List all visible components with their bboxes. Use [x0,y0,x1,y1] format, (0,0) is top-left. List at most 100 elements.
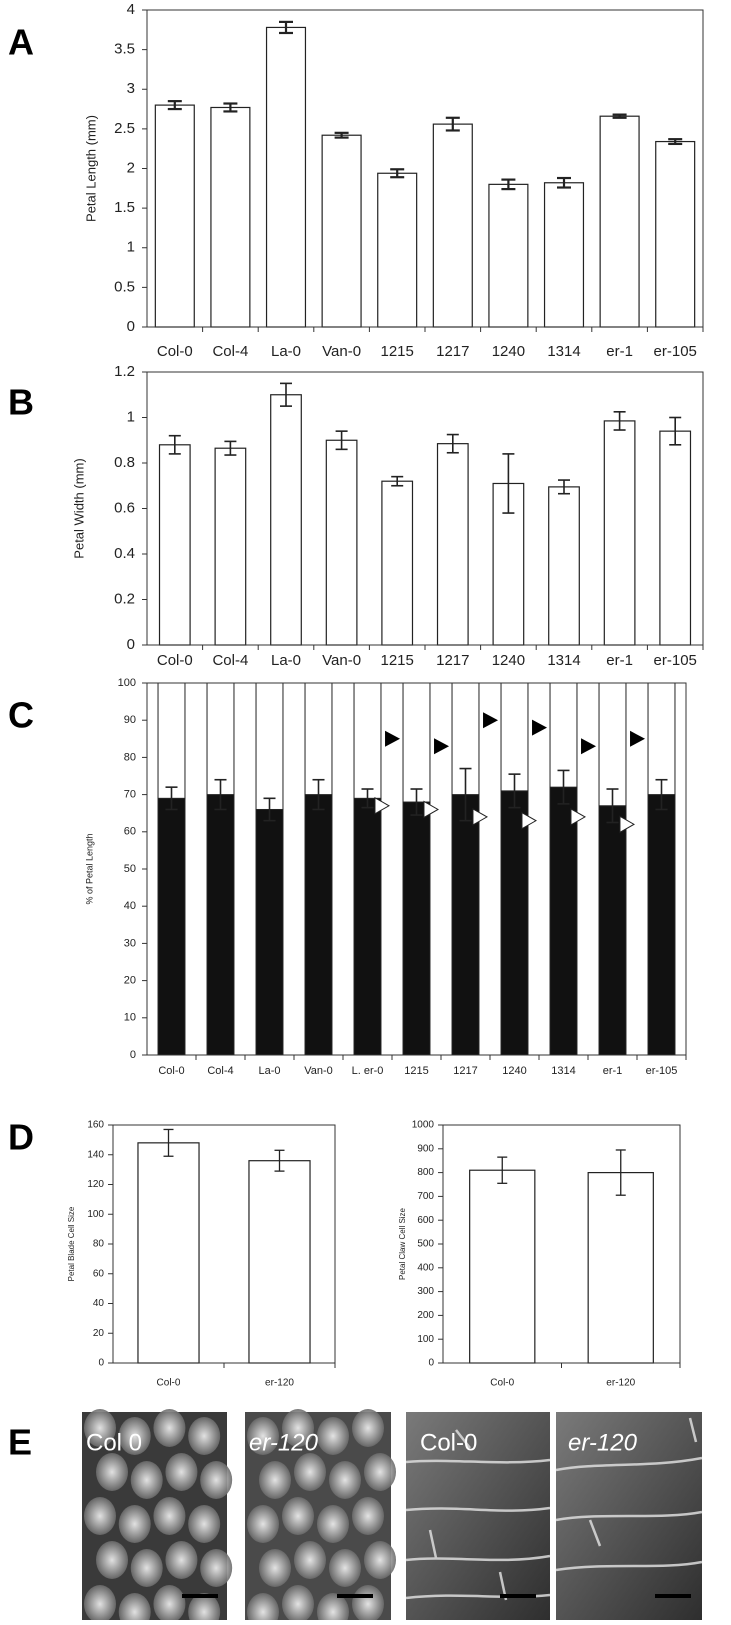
bar [488,183,529,328]
cell [352,1497,384,1535]
x-tick-label: 1215 [381,652,414,669]
bar [210,106,251,328]
y-tick-label: 1 [127,239,135,256]
x-tick-label: er-1 [606,343,633,360]
bar-segment [353,682,382,799]
bar [377,172,418,328]
y-tick-label: 300 [417,1286,434,1297]
micrographs: Col 0 er-120 Col-0 er-120 E [8,1409,703,1625]
y-tick-label: 90 [124,714,136,726]
cell [118,1505,151,1543]
bar-segment [598,682,627,807]
y-tick-label: 70 [124,789,136,801]
cell [153,1585,186,1623]
cell [294,1453,326,1491]
y-tick-label: 20 [93,1328,105,1339]
bar [469,1169,536,1364]
cell [118,1417,151,1455]
panel-letter: D [8,1117,34,1158]
plot-frame [146,9,704,328]
x-tick-label: 1217 [436,343,469,360]
y-tick-label: 700 [417,1191,434,1202]
open-arrow [521,811,537,830]
y-tick-label: 140 [87,1149,104,1160]
cell [317,1505,349,1543]
x-tick-label: 1240 [492,652,525,669]
bar-segment [500,790,529,1056]
y-tick-label: 0 [130,1049,136,1061]
cell [329,1549,361,1587]
cell [259,1461,291,1499]
x-tick-label: Van-0 [322,652,361,669]
x-tick-label: Col-0 [157,343,193,360]
y-axis-label: Petal Claw Cell Size [398,1207,407,1280]
y-tick-label: 900 [417,1143,434,1154]
plot-frame [112,1124,336,1364]
cell [282,1409,314,1447]
cell [294,1541,326,1579]
bar [381,480,414,646]
bar [325,439,358,646]
panel-letter: B [8,382,34,423]
filled-arrow [483,712,499,729]
x-tick-label: Col-4 [207,1065,233,1077]
image-label: Col-0 [420,1429,477,1456]
y-tick-label: 80 [93,1239,105,1250]
x-tick-label: 1215 [381,343,414,360]
y-tick-label: 1.2 [114,363,135,380]
bar [321,134,362,328]
bar-segment [402,801,431,1056]
cell-texture [84,1409,396,1625]
bar [548,486,580,646]
bar-segment [598,805,627,1056]
bar-segment [304,682,333,796]
y-axis-label: Petal Blade Cell Size [67,1206,76,1281]
y-tick-label: 160 [87,1120,104,1131]
cell [188,1417,221,1455]
y-tick-label: 3.5 [114,41,135,58]
y-tick-label: 500 [417,1239,434,1250]
cell [364,1541,396,1579]
y-tick-label: 0.5 [114,278,135,295]
cell [247,1417,279,1455]
x-tick-label: Col-0 [157,652,193,669]
y-tick-label: 0.4 [114,545,135,562]
bar-segment [647,682,676,796]
image-label: Col 0 [86,1429,142,1456]
y-tick-label: 1 [127,408,135,425]
panel-letter: A [8,22,34,63]
y-axis-label: Petal Width (mm) [71,458,86,558]
filled-arrow [581,738,597,755]
x-tick-label: 1240 [492,343,525,360]
x-tick-label: Van-0 [304,1065,333,1077]
bar [137,1142,200,1364]
bar [154,104,195,328]
cell-walls [405,1417,703,1601]
bar [599,115,640,328]
panel-letter: E [8,1422,32,1463]
x-tick-label: La-0 [271,343,301,360]
y-tick-label: 4 [127,1,135,18]
x-tick-label: La-0 [271,652,301,669]
bar [270,394,302,646]
x-tick-label: 1217 [453,1065,477,1077]
cell [96,1453,128,1491]
y-tick-label: 1000 [412,1120,435,1131]
y-tick-label: 30 [124,937,136,949]
x-tick-label: L. er-0 [352,1065,384,1077]
bar-segment [549,786,578,1056]
y-tick-label: 800 [417,1167,434,1178]
bar [655,140,696,328]
y-tick-label: 2.5 [114,120,135,137]
x-tick-label: 1215 [404,1065,428,1077]
y-tick-label: 400 [417,1262,434,1273]
y-tick-label: 1.5 [114,199,135,216]
micrograph [406,1412,550,1620]
cell [84,1585,116,1623]
x-tick-label: Van-0 [322,343,361,360]
x-tick-label: 1217 [436,652,469,669]
y-tick-label: 100 [417,1334,434,1345]
x-tick-label: Col-0 [490,1378,514,1389]
y-tick-label: 100 [87,1209,104,1220]
filled-arrow [630,730,646,747]
